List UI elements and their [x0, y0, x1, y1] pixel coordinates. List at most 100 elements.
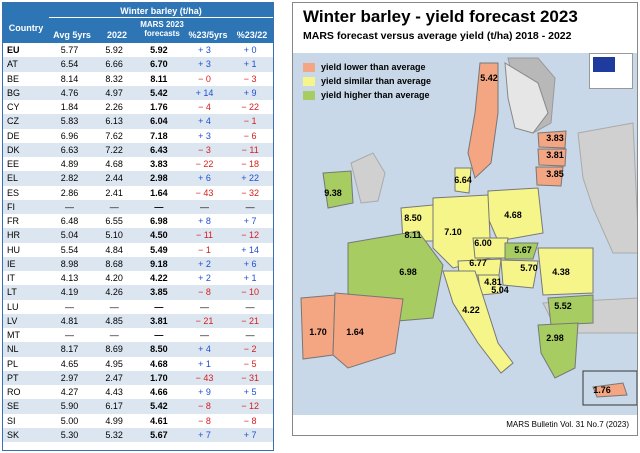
cell-mars: 1.76: [150, 102, 168, 112]
cell-avg: 6.48: [60, 216, 79, 226]
cell-d5: − 43: [195, 187, 214, 198]
cell-country: LV: [7, 315, 18, 326]
cell-d22: + 5: [243, 387, 257, 397]
cell-d5: + 3: [198, 59, 211, 70]
cell-d5: + 2: [198, 273, 211, 283]
cell-2022: 5.32: [105, 429, 123, 440]
cell-mars: 8.11: [150, 73, 168, 84]
greece-shape: [537, 322, 579, 379]
cell-country: LU: [7, 301, 19, 312]
cell-avg: 4.27: [60, 387, 79, 397]
cell-country: DE: [7, 130, 20, 141]
cell-d5: − 8: [198, 401, 211, 412]
cell-avg: 8.14: [60, 73, 79, 84]
cell-country: IT: [7, 273, 15, 283]
cell-d22: + 14: [241, 244, 260, 255]
benelux-shape: [400, 204, 434, 242]
cell-2022: 5.92: [105, 45, 123, 55]
cell-country: IE: [7, 258, 16, 269]
table-row: SK 5.30 5.32 5.67 + 7 + 7: [3, 427, 273, 442]
cell-d22: + 1: [243, 59, 257, 70]
hungary-shape: [500, 259, 539, 289]
denmark-shape: [454, 167, 472, 194]
cell-d22: + 7: [243, 429, 257, 440]
cell-mars: 4.68: [150, 358, 168, 369]
cell-d5: + 6: [198, 173, 211, 184]
map-value-label: 6.64: [454, 175, 472, 185]
cell-avg: 1.84: [60, 102, 79, 112]
cell-avg: 4.13: [60, 273, 79, 283]
bulletin-reference: MARS Bulletin Vol. 31 No.7 (2023): [506, 420, 629, 429]
cell-mars: 3.81: [150, 315, 168, 326]
cell-avg: 4.89: [60, 159, 79, 169]
cell-avg: 4.76: [60, 87, 79, 98]
cell-country: ES: [7, 187, 20, 198]
map-value-label: 7.10: [444, 227, 462, 237]
cell-country: CY: [7, 102, 20, 112]
cell-d5: − 1: [198, 244, 211, 255]
col-country: Country: [8, 23, 44, 33]
cell-avg: 8.98: [60, 258, 79, 269]
cell-d5: + 4: [198, 116, 211, 127]
cell-mars: 5.42: [150, 87, 168, 98]
table-body: EU 5.77 5.92 5.92 + 3 + 0 AT 6.54 6.66 6.70 + 3 + 1…: [3, 43, 273, 442]
spain-shape: [332, 292, 404, 369]
legend-swatch-similar: [303, 76, 315, 86]
map-value-label: 3.81: [546, 150, 564, 160]
cell-country: SI: [7, 415, 16, 426]
eu-logo: [589, 53, 633, 89]
map-value-label: 8.50: [404, 213, 422, 223]
cell-country: AT: [7, 59, 18, 70]
table-header: Winter barley (t/ha) Country Avg 5yrs 20…: [3, 3, 273, 43]
cell-mars: 6.43: [150, 144, 168, 155]
table-row: HR 5.04 5.10 4.50 − 11 − 12: [3, 228, 273, 243]
cell-2022: —: [109, 330, 119, 340]
cell-d22: − 21: [241, 315, 260, 326]
col-mars: MARS 2023 forecasts: [140, 20, 184, 38]
cell-d22: − 2: [243, 344, 257, 355]
table-row: BG 4.76 4.97 5.42 + 14 + 9: [3, 85, 273, 100]
cell-d5: − 0: [198, 73, 211, 84]
cell-d22: − 1: [243, 116, 257, 127]
cell-country: FI: [7, 201, 15, 212]
cell-d22: − 6: [243, 130, 257, 141]
cell-country: PL: [7, 358, 19, 369]
lithuania-shape: [535, 166, 564, 187]
cell-d22: + 22: [241, 173, 260, 184]
cell-mars: 6.70: [150, 59, 168, 70]
table-row: SI 5.00 4.99 4.61 − 8 − 8: [3, 414, 273, 428]
cell-mars: —: [154, 301, 164, 312]
cell-mars: 4.61: [150, 415, 168, 426]
cell-d22: − 5: [243, 358, 257, 369]
cell-d5: + 4: [198, 344, 211, 355]
cell-d5: − 22: [195, 159, 214, 169]
cell-country: BG: [7, 87, 21, 98]
cell-2022: 8.69: [105, 344, 123, 355]
cell-mars: —: [154, 330, 164, 340]
cell-2022: 2.44: [105, 173, 123, 184]
cell-avg: 5.77: [60, 45, 79, 55]
cell-d5: − 11: [195, 230, 214, 241]
cell-mars: 3.83: [150, 159, 168, 169]
table-row: PL 4.65 4.95 4.68 + 1 − 5: [3, 357, 273, 371]
cell-d5: + 2: [198, 258, 211, 269]
map-value-label: 2.98: [546, 333, 564, 343]
cell-mars: 5.42: [150, 401, 168, 412]
map-value-label: 6.98: [399, 267, 417, 277]
cell-country: CZ: [7, 116, 19, 127]
table-row: EE 4.89 4.68 3.83 − 22 − 18: [3, 157, 273, 171]
table-row: FI — — — — —: [3, 199, 273, 214]
cell-2022: 6.55: [105, 216, 123, 226]
cell-country: SE: [7, 401, 20, 412]
cell-mars: 6.04: [150, 116, 168, 127]
cell-d22: —: [245, 301, 255, 312]
table-row: LV 4.81 4.85 3.81 − 21 − 21: [3, 313, 273, 328]
cell-d5: —: [200, 330, 210, 340]
cell-mars: 5.49: [150, 244, 168, 255]
cell-2022: 4.68: [105, 159, 123, 169]
map-header-bg: [293, 3, 637, 53]
cell-mars: 6.98: [150, 216, 168, 226]
italy-shape: [442, 270, 514, 374]
cell-2022: 4.43: [105, 387, 123, 397]
cell-avg: 6.96: [60, 130, 79, 141]
